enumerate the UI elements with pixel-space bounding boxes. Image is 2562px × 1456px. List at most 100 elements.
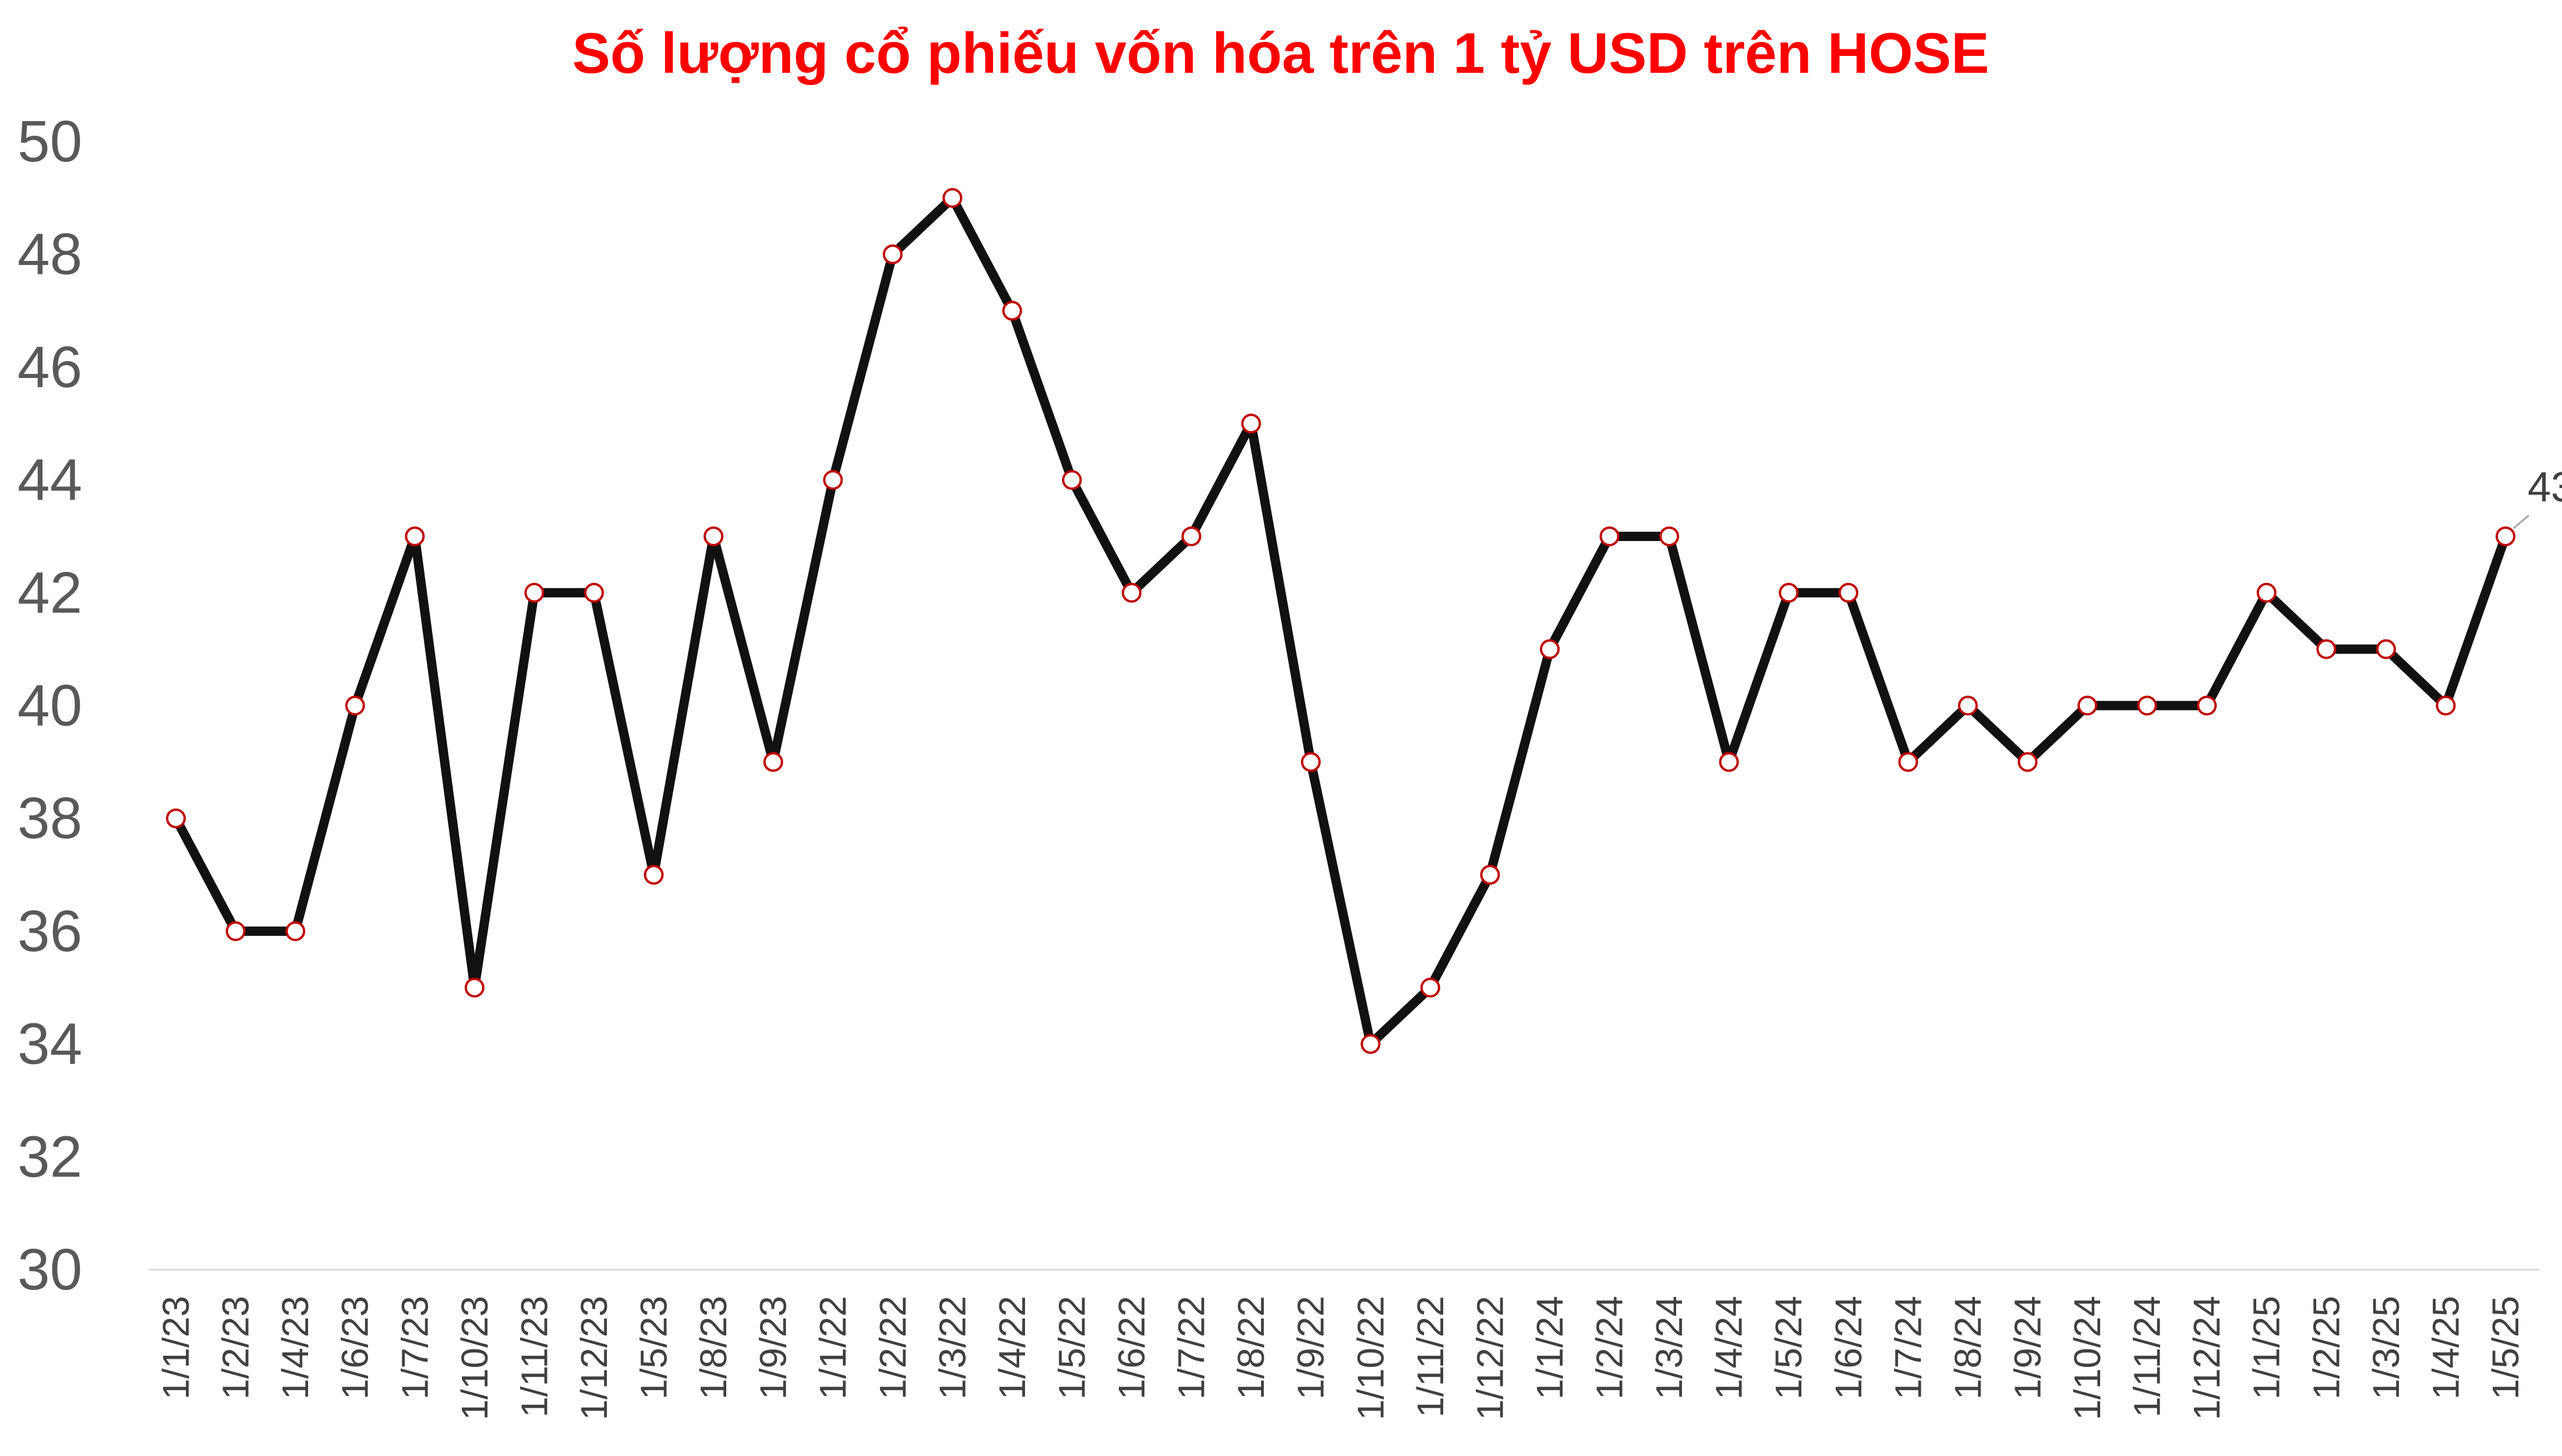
- y-tick-label: 44: [17, 447, 82, 513]
- y-tick-label: 46: [17, 334, 82, 400]
- x-tick-label: 1/1/22: [812, 1296, 854, 1400]
- data-point: [225, 921, 246, 941]
- data-labels-group: 43: [2513, 464, 2562, 529]
- y-tick-label: 34: [17, 1012, 82, 1077]
- x-tick-label: 1/10/24: [2066, 1296, 2108, 1420]
- data-point: [1122, 582, 1142, 603]
- data-point: [285, 921, 306, 941]
- x-tick-label: 1/9/22: [1290, 1296, 1332, 1400]
- y-tick-label: 30: [17, 1237, 82, 1302]
- y-tick-label: 48: [17, 222, 82, 287]
- x-tick-label: 1/2/24: [1589, 1296, 1631, 1400]
- x-axis: 1/1/23 1/2/23 1/4/23 1/6/23 1/7/23 1/10/23 1/1…: [155, 1296, 2526, 1420]
- data-point: [644, 865, 664, 885]
- data-point: [2436, 695, 2456, 716]
- y-tick-label: 42: [17, 560, 82, 625]
- data-point: [763, 752, 783, 772]
- x-tick-label: 1/4/24: [1708, 1296, 1750, 1400]
- data-point: [1539, 639, 1560, 659]
- x-tick-label: 1/2/22: [872, 1296, 914, 1400]
- x-tick-label: 1/12/23: [573, 1296, 615, 1420]
- y-tick-label: 40: [17, 673, 82, 738]
- data-point: [1062, 470, 1082, 490]
- x-tick-label: 1/1/24: [1529, 1296, 1571, 1400]
- x-tick-label: 1/12/22: [1469, 1296, 1511, 1420]
- data-point: [2256, 582, 2277, 603]
- data-point: [2137, 695, 2157, 716]
- x-tick-label: 1/1/23: [155, 1296, 197, 1400]
- data-point: [464, 977, 485, 998]
- data-point: [1719, 752, 1739, 772]
- x-tick-label: 1/2/23: [215, 1296, 257, 1400]
- x-tick-label: 1/8/23: [692, 1296, 734, 1400]
- data-point: [2077, 695, 2098, 716]
- x-tick-label: 1/9/24: [2006, 1296, 2048, 1400]
- x-tick-label: 1/12/24: [2186, 1296, 2228, 1420]
- data-point: [1241, 414, 1261, 434]
- series-line: [171, 193, 2510, 1049]
- data-point: [2316, 639, 2337, 659]
- x-tick-label: 1/2/25: [2305, 1296, 2347, 1400]
- data-point: [2017, 752, 2038, 772]
- data-point: [345, 695, 365, 716]
- x-tick-label: 1/6/24: [1828, 1296, 1870, 1400]
- x-tick-label: 1/4/23: [274, 1296, 316, 1400]
- data-point: [166, 808, 186, 829]
- data-point: [2197, 695, 2217, 716]
- data-point: [1181, 526, 1202, 546]
- data-point: [1002, 301, 1022, 321]
- data-label-leader: [2513, 514, 2529, 529]
- x-tick-label: 1/9/23: [752, 1296, 794, 1400]
- x-tick-label: 1/10/22: [1349, 1296, 1391, 1420]
- markers-group: [166, 188, 2515, 1054]
- data-point: [2496, 526, 2515, 546]
- data-point: [1301, 752, 1321, 772]
- x-tick-label: 1/4/22: [991, 1296, 1033, 1400]
- x-tick-label: 1/10/23: [454, 1296, 496, 1420]
- x-tick-label: 1/5/24: [1768, 1296, 1810, 1400]
- x-tick-label: 1/5/22: [1051, 1296, 1093, 1400]
- x-tick-label: 1/1/25: [2246, 1296, 2288, 1400]
- x-tick-label: 1/11/24: [2126, 1296, 2168, 1418]
- x-tick-label: 1/7/23: [394, 1296, 436, 1400]
- series-group: [171, 193, 2510, 1049]
- x-tick-label: 1/3/22: [931, 1296, 973, 1400]
- y-tick-label: 36: [17, 899, 82, 964]
- data-point: [405, 526, 425, 546]
- data-point: [1659, 526, 1680, 546]
- y-axis: 30 32 34 36 38 40 42 44 46 48 50: [17, 109, 82, 1302]
- x-tick-label: 1/3/25: [2365, 1296, 2407, 1400]
- data-point: [1599, 526, 1620, 546]
- x-tick-label: 1/7/22: [1171, 1296, 1213, 1400]
- y-tick-label: 38: [17, 786, 82, 851]
- x-tick-label: 1/6/22: [1111, 1296, 1153, 1400]
- data-point: [1360, 1034, 1381, 1054]
- x-tick-label: 1/4/25: [2425, 1296, 2466, 1400]
- data-point: [1779, 582, 1799, 603]
- x-tick-label: 1/7/24: [1887, 1296, 1929, 1400]
- x-tick-label: 1/5/25: [2485, 1296, 2526, 1400]
- x-tick-label: 1/8/22: [1230, 1296, 1272, 1400]
- data-point: [1957, 695, 1978, 716]
- y-tick-label: 50: [17, 109, 82, 174]
- x-tick-label: 1/3/24: [1648, 1296, 1690, 1400]
- data-point: [942, 188, 963, 208]
- x-tick-label: 1/5/23: [633, 1296, 675, 1400]
- x-tick-label: 1/6/23: [334, 1296, 376, 1400]
- data-point: [2376, 639, 2396, 659]
- y-tick-label: 32: [17, 1124, 82, 1189]
- data-point: [823, 470, 843, 490]
- data-label: 43: [2528, 464, 2562, 511]
- data-point: [524, 582, 545, 603]
- x-tick-label: 1/8/24: [1947, 1296, 1989, 1400]
- data-point: [704, 526, 724, 546]
- x-tick-label: 1/11/23: [513, 1296, 555, 1418]
- data-point: [584, 582, 604, 603]
- data-point: [882, 244, 903, 264]
- data-point: [1898, 752, 1918, 772]
- data-point: [1420, 977, 1440, 998]
- data-point: [1480, 865, 1500, 885]
- chart-title: Số lượng cổ phiếu vốn hóa trên 1 tỷ USD …: [572, 21, 1989, 85]
- x-tick-label: 1/11/22: [1409, 1296, 1451, 1418]
